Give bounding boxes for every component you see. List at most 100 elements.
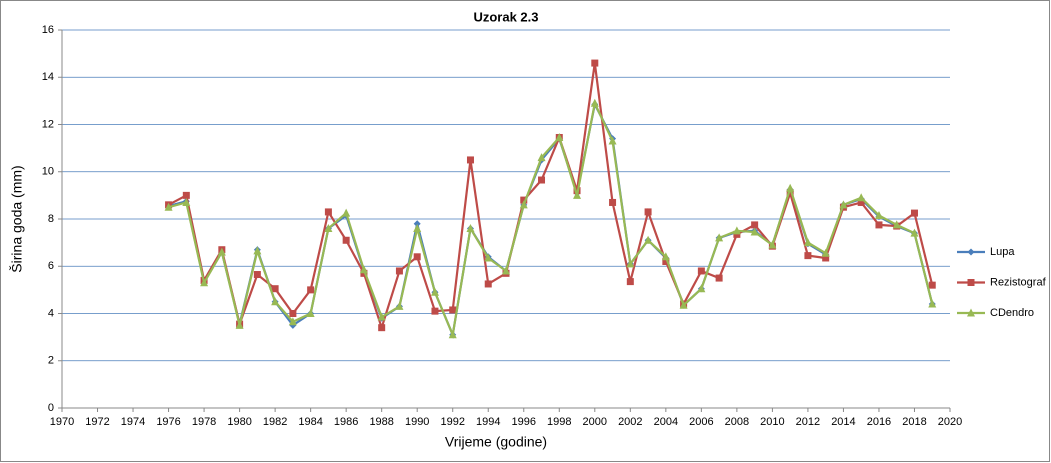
data-point <box>519 200 528 209</box>
data-point <box>590 98 599 107</box>
chart-title: Uzorak 2.3 <box>473 9 538 24</box>
data-point <box>253 246 262 255</box>
data-point <box>910 209 918 217</box>
y-tick-label: 6 <box>48 260 54 272</box>
data-point <box>502 266 510 275</box>
x-tick-label: 2020 <box>938 416 962 428</box>
data-point <box>288 317 297 326</box>
data-point <box>413 223 422 232</box>
legend-label: CDendro <box>990 307 1034 319</box>
y-tick-label: 16 <box>42 24 54 36</box>
data-point <box>875 221 883 229</box>
data-point <box>164 202 173 211</box>
x-tick-label: 1986 <box>334 416 358 428</box>
data-point <box>626 278 634 286</box>
data-point <box>609 198 617 206</box>
data-point <box>182 197 191 206</box>
data-point <box>679 300 688 309</box>
data-point <box>644 235 653 244</box>
y-tick-label: 0 <box>48 402 54 414</box>
data-point <box>857 198 865 206</box>
x-tick-label: 1970 <box>50 416 74 428</box>
data-point <box>768 240 777 249</box>
data-point <box>874 210 883 219</box>
x-tick-label: 1972 <box>85 416 109 428</box>
y-tick-label: 2 <box>48 355 54 367</box>
data-point <box>431 307 439 315</box>
data-point <box>395 267 403 275</box>
x-tick-label: 2016 <box>867 416 891 428</box>
data-point <box>626 259 635 268</box>
data-point <box>750 227 759 236</box>
data-point <box>466 223 475 232</box>
x-tick-label: 2010 <box>760 416 784 428</box>
data-point <box>803 238 812 247</box>
data-point <box>786 189 794 197</box>
x-tick-label: 1998 <box>547 416 571 428</box>
data-point <box>733 230 741 238</box>
x-tick-label: 2004 <box>654 416 678 428</box>
x-tick-label: 2008 <box>725 416 749 428</box>
x-tick-label: 2012 <box>796 416 820 428</box>
data-point <box>537 153 546 162</box>
data-point <box>484 280 492 288</box>
data-point <box>821 248 830 257</box>
legend-label: Lupa <box>990 246 1015 258</box>
data-point <box>377 312 386 321</box>
data-point <box>555 132 564 141</box>
data-point <box>359 265 368 274</box>
x-tick-label: 2002 <box>618 416 642 428</box>
x-tick-label: 2014 <box>831 416 855 428</box>
data-point <box>289 310 297 317</box>
data-point <box>448 330 457 339</box>
x-tick-label: 1974 <box>121 416 145 428</box>
data-point <box>324 208 332 216</box>
data-point <box>217 247 226 256</box>
x-tick-label: 1976 <box>156 416 180 428</box>
data-point <box>644 208 652 216</box>
data-point <box>751 221 759 229</box>
data-point <box>306 309 315 317</box>
data-point <box>200 278 209 287</box>
x-tick-label: 1980 <box>227 416 251 428</box>
data-point <box>538 176 546 184</box>
data-point <box>608 136 617 145</box>
data-point <box>449 306 457 314</box>
x-tick-label: 1990 <box>405 416 429 428</box>
data-point <box>466 156 474 164</box>
data-point <box>307 286 315 294</box>
data-point <box>591 59 599 67</box>
data-point <box>857 193 866 202</box>
legend-label: Rezistograf <box>990 276 1047 288</box>
data-point <box>928 281 936 289</box>
data-point <box>573 190 582 199</box>
data-point <box>928 299 937 308</box>
data-point <box>342 208 351 217</box>
data-point <box>430 287 439 296</box>
x-tick-label: 1992 <box>440 416 464 428</box>
legend-marker <box>967 308 975 317</box>
data-point <box>484 253 493 262</box>
x-tick-label: 2018 <box>902 416 926 428</box>
legend-marker <box>967 279 975 286</box>
data-point <box>182 191 190 199</box>
x-tick-label: 1978 <box>192 416 216 428</box>
x-tick-label: 1988 <box>369 416 393 428</box>
x-tick-label: 1996 <box>512 416 536 428</box>
x-tick-label: 1994 <box>476 416 500 428</box>
data-point <box>892 220 901 229</box>
data-point <box>910 228 919 237</box>
data-point <box>235 320 244 329</box>
data-point <box>342 236 350 244</box>
data-point <box>697 284 706 293</box>
y-tick-label: 8 <box>48 213 54 225</box>
data-point <box>413 220 421 228</box>
data-point <box>395 301 404 310</box>
legend-marker <box>967 248 975 256</box>
data-point <box>697 267 705 275</box>
data-point <box>271 285 279 293</box>
y-tick-label: 14 <box>42 71 54 83</box>
data-point <box>360 269 368 277</box>
